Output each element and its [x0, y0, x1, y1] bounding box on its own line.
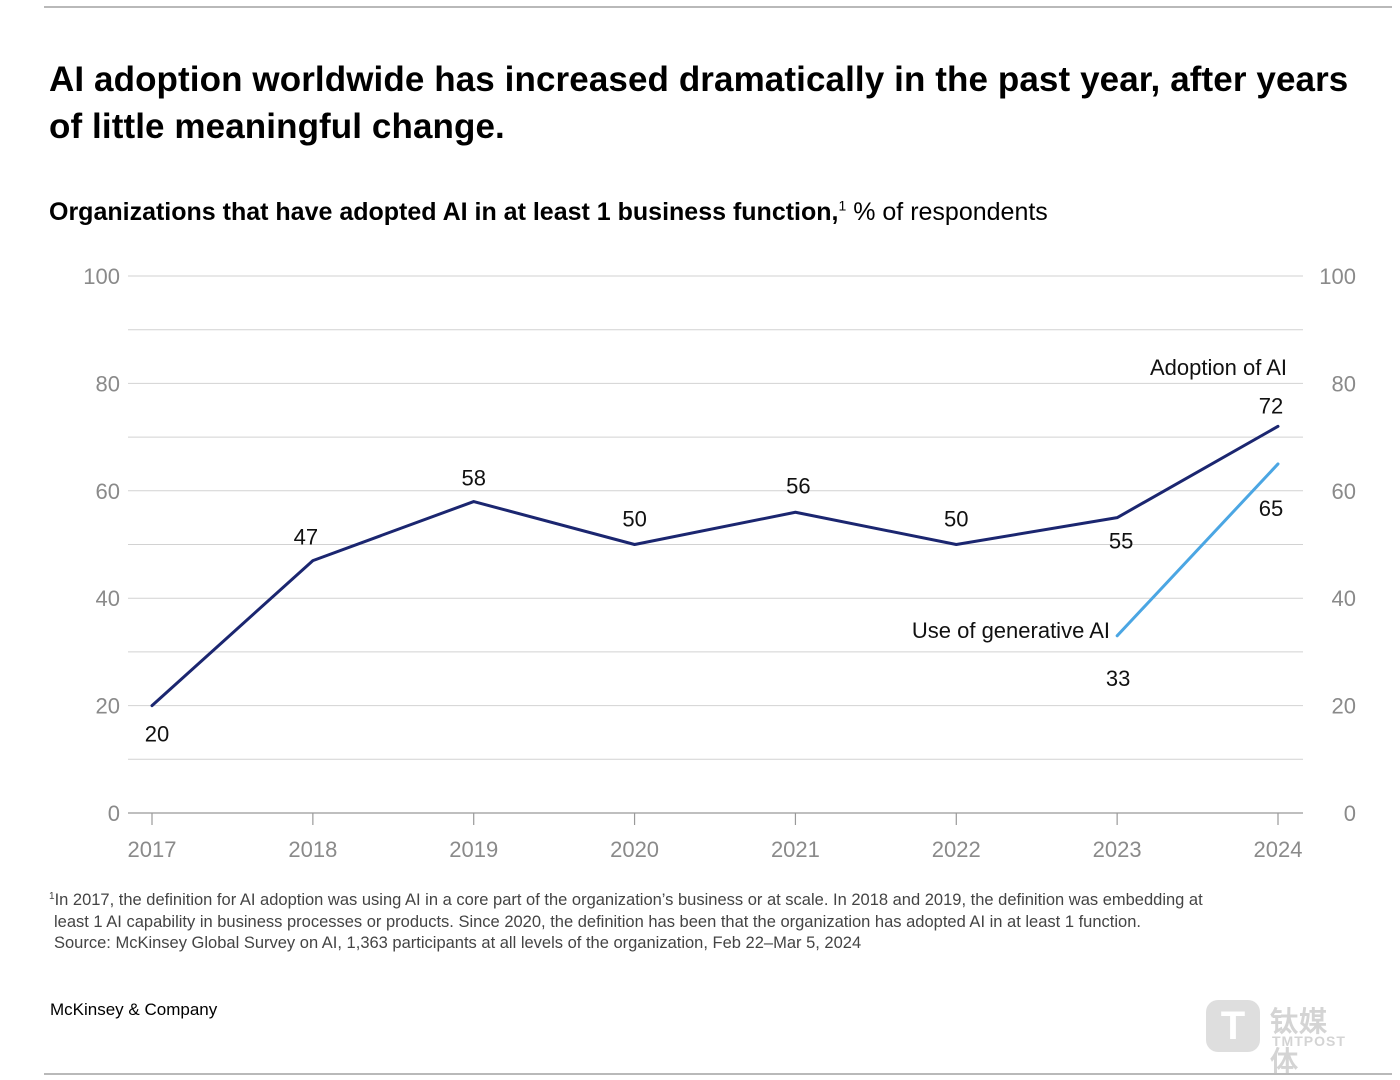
data-label-adoption-of-ai: 50 [944, 507, 968, 532]
x-tick-label: 2024 [1254, 837, 1303, 862]
bottom-rule [44, 1073, 1392, 1075]
series-label-adoption-of-ai: Adoption of AI [1150, 355, 1287, 380]
y-tick-label-right: 60 [1332, 479, 1356, 504]
y-tick-label-right: 100 [1319, 264, 1356, 289]
data-label-adoption-of-ai: 55 [1109, 529, 1133, 554]
chart-subtitle: Organizations that have adopted AI in at… [49, 195, 1349, 229]
series-line-adoption-of-ai [150, 424, 1280, 708]
headline: AI adoption worldwide has increased dram… [49, 60, 1349, 146]
data-label-adoption-of-ai: 72 [1259, 393, 1283, 418]
subtitle-footnote-mark: 1 [838, 197, 847, 214]
x-tick-label: 2022 [932, 837, 981, 862]
x-tick-label: 2020 [610, 837, 659, 862]
data-label-adoption-of-ai: 56 [786, 473, 810, 498]
data-label-use-of-generative-ai: 33 [1106, 666, 1130, 691]
y-tick-label-left: 60 [96, 479, 120, 504]
data-label-adoption-of-ai: 47 [294, 525, 318, 550]
x-tick-label: 2023 [1093, 837, 1142, 862]
source-line: Source: McKinsey Global Survey on AI, 1,… [54, 934, 862, 952]
subtitle-unit: % of respondents [846, 198, 1048, 226]
x-tick-label: 2017 [128, 837, 177, 862]
y-tick-label-left: 20 [96, 694, 120, 719]
data-label-adoption-of-ai: 20 [145, 722, 169, 747]
y-tick-label-right: 0 [1344, 801, 1356, 826]
footnote: 1In 2017, the definition for AI adoption… [49, 890, 1369, 955]
data-label-adoption-of-ai: 50 [622, 507, 646, 532]
subtitle-bold: Organizations that have adopted AI in at… [49, 198, 839, 226]
watermark-en: TMTPOST [1272, 1033, 1346, 1049]
series-label-use-of-generative-ai: Use of generative AI [912, 618, 1110, 643]
footnote-text-1: In 2017, the definition for AI adoption … [54, 891, 1203, 909]
series-line-use-of-generative-ai [1115, 462, 1280, 638]
footnote-mark: 1 [49, 891, 55, 902]
watermark-glyph: T [1220, 1004, 1246, 1048]
footnote-line-2: least 1 AI capability in business proces… [54, 912, 1141, 931]
y-tick-label-right: 80 [1332, 371, 1356, 396]
y-tick-label-left: 80 [96, 371, 120, 396]
data-label-adoption-of-ai: 58 [461, 466, 485, 491]
watermark-cn: 钛媒体 [1270, 1006, 1329, 1077]
y-tick-label-left: 40 [96, 586, 120, 611]
x-tick-label: 2021 [771, 837, 820, 862]
x-tick-label: 2018 [288, 837, 337, 862]
y-tick-label-left: 100 [83, 264, 120, 289]
tmtpost-watermark: T 钛媒体 TMTPOST [1206, 1000, 1356, 1077]
y-tick-label-left: 0 [108, 801, 120, 826]
x-tick-label: 2019 [449, 837, 498, 862]
y-tick-label-right: 20 [1332, 694, 1356, 719]
brand-name: McKinsey & Company [50, 1000, 218, 1019]
watermark-logo-icon: T [1206, 1000, 1260, 1052]
data-label-use-of-generative-ai: 65 [1259, 496, 1283, 521]
top-rule [44, 6, 1392, 8]
y-tick-label-right: 40 [1332, 586, 1356, 611]
footnote-line-1: 1In 2017, the definition for AI adoption… [49, 890, 1369, 912]
